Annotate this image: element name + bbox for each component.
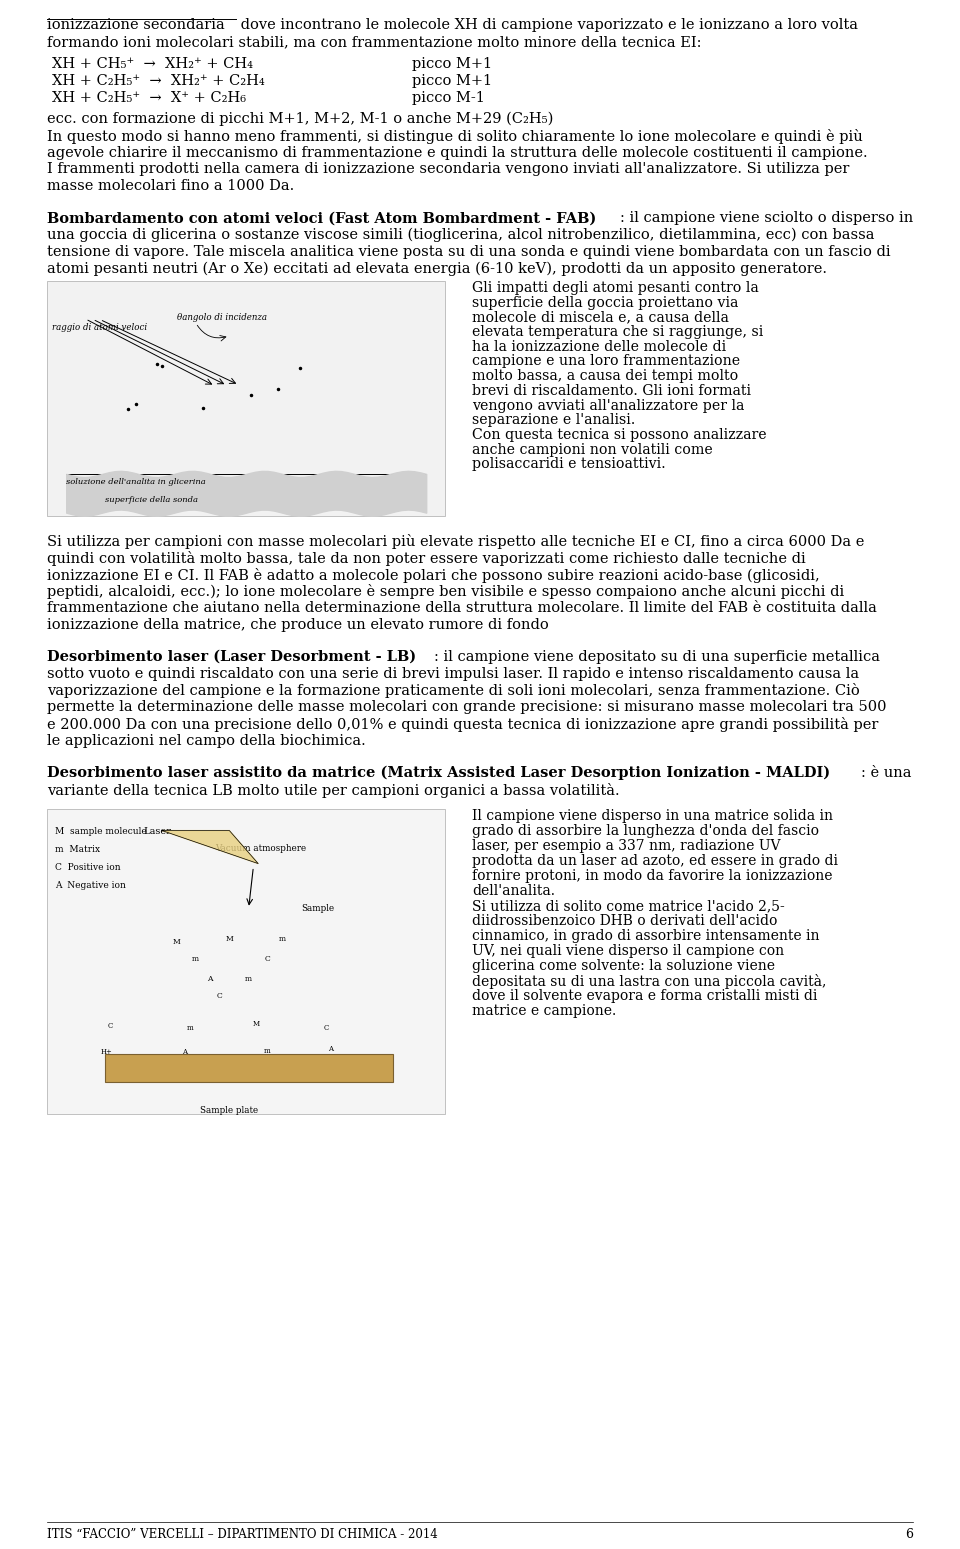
Text: Bombardamento con atomi veloci (Fast Atom Bombardment - FAB): Bombardamento con atomi veloci (Fast Ato…	[47, 211, 596, 225]
Text: Si utilizza di solito come matrice l'acido 2,5-: Si utilizza di solito come matrice l'aci…	[472, 898, 785, 912]
Text: atomi pesanti neutri (Ar o Xe) eccitati ad elevata energia (6-10 keV), prodotti : atomi pesanti neutri (Ar o Xe) eccitati …	[47, 262, 827, 276]
Text: diidrossibenzoico DHB o derivati dell'acido: diidrossibenzoico DHB o derivati dell'ac…	[472, 914, 778, 928]
Text: superficie della goccia proiettano via: superficie della goccia proiettano via	[472, 296, 738, 310]
Text: dove incontrano le molecole XH di campione vaporizzato e le ionizzano a loro vol: dove incontrano le molecole XH di campio…	[236, 19, 858, 33]
Text: brevi di riscaldamento. Gli ioni formati: brevi di riscaldamento. Gli ioni formati	[472, 384, 752, 398]
Text: permette la determinazione delle masse molecolari con grande precisione: si misu: permette la determinazione delle masse m…	[47, 700, 886, 714]
Text: C  Positive ion: C Positive ion	[55, 863, 120, 872]
Text: M: M	[226, 934, 233, 943]
Text: H+: H+	[100, 1049, 112, 1056]
Text: Si utilizza per campioni con masse molecolari più elevate rispetto alle tecniche: Si utilizza per campioni con masse molec…	[47, 534, 864, 548]
Text: picco M-1: picco M-1	[412, 91, 485, 105]
Text: Laser: Laser	[143, 827, 171, 835]
Text: polisaccaridi e tensioattivi.: polisaccaridi e tensioattivi.	[472, 457, 666, 471]
Text: A: A	[182, 1049, 187, 1056]
Text: grado di assorbire la lunghezza d'onda del fascio: grado di assorbire la lunghezza d'onda d…	[472, 824, 819, 838]
Text: agevole chiarire il meccanismo di frammentazione e quindi la struttura delle mol: agevole chiarire il meccanismo di framme…	[47, 146, 868, 160]
Text: formando ioni molecolari stabili, ma con frammentazione molto minore della tecni: formando ioni molecolari stabili, ma con…	[47, 34, 702, 50]
Text: e 200.000 Da con una precisione dello 0,01% e quindi questa tecnica di ionizzazi: e 200.000 Da con una precisione dello 0,…	[47, 717, 878, 733]
Text: Desorbimento laser (Laser Desorbment - LB): Desorbimento laser (Laser Desorbment - L…	[47, 651, 416, 665]
Text: XH + CH₅⁺  →  XH₂⁺ + CH₄: XH + CH₅⁺ → XH₂⁺ + CH₄	[52, 57, 252, 71]
Text: fornire protoni, in modo da favorire la ionizzazione: fornire protoni, in modo da favorire la …	[472, 869, 832, 883]
Text: m: m	[192, 954, 200, 962]
Text: C: C	[217, 991, 223, 999]
Text: ha la ionizzazione delle molecole di: ha la ionizzazione delle molecole di	[472, 339, 727, 353]
Text: depositata su di una lastra con una piccola cavità,: depositata su di una lastra con una picc…	[472, 974, 827, 988]
Text: picco M+1: picco M+1	[412, 74, 492, 88]
Text: A: A	[207, 974, 213, 982]
Text: separazione e l'analisi.: separazione e l'analisi.	[472, 414, 636, 428]
Text: A  Negative ion: A Negative ion	[55, 880, 126, 889]
Text: tensione di vapore. Tale miscela analitica viene posta su di una sonda e quindi : tensione di vapore. Tale miscela analiti…	[47, 245, 891, 259]
Text: ITIS “FACCIO” VERCELLI – DIPARTIMENTO DI CHIMICA - 2014: ITIS “FACCIO” VERCELLI – DIPARTIMENTO DI…	[47, 1527, 438, 1541]
Text: quindi con volatilità molto bassa, tale da non poter essere vaporizzati come ric: quindi con volatilità molto bassa, tale …	[47, 551, 805, 565]
Text: picco M+1: picco M+1	[412, 57, 492, 71]
Text: Il campione viene disperso in una matrice solida in: Il campione viene disperso in una matric…	[472, 809, 833, 823]
Text: ionizzazione della matrice, che produce un elevato rumore di fondo: ionizzazione della matrice, che produce …	[47, 618, 549, 632]
Text: A: A	[327, 1046, 333, 1053]
Text: θangolo di incidenza: θangolo di incidenza	[177, 313, 267, 322]
Text: In questo modo si hanno meno frammenti, si distingue di solito chiaramente lo io: In questo modo si hanno meno frammenti, …	[47, 129, 863, 144]
Text: ionizzazione secondaria: ionizzazione secondaria	[47, 19, 225, 33]
Text: una goccia di glicerina o sostanze viscose simili (tioglicerina, alcol nitrobenz: una goccia di glicerina o sostanze visco…	[47, 228, 875, 242]
Text: C: C	[108, 1022, 112, 1030]
Text: cinnamico, in grado di assorbire intensamente in: cinnamico, in grado di assorbire intensa…	[472, 929, 820, 943]
Text: m: m	[245, 974, 252, 982]
Text: frammentazione che aiutano nella determinazione della struttura molecolare. Il l: frammentazione che aiutano nella determi…	[47, 601, 876, 615]
Text: m: m	[264, 1047, 271, 1055]
Text: elevata temperatura che si raggiunge, si: elevata temperatura che si raggiunge, si	[472, 325, 763, 339]
Text: campione e una loro frammentazione: campione e una loro frammentazione	[472, 355, 740, 369]
Text: Sample: Sample	[301, 903, 334, 912]
Text: dell'analita.: dell'analita.	[472, 884, 555, 898]
Text: XH + C₂H₅⁺  →  X⁺ + C₂H₆: XH + C₂H₅⁺ → X⁺ + C₂H₆	[52, 91, 246, 105]
Text: : il campione viene depositato su di una superficie metallica: : il campione viene depositato su di una…	[434, 651, 880, 665]
Text: : il campione viene sciolto o disperso in: : il campione viene sciolto o disperso i…	[620, 211, 913, 225]
Text: molecole di miscela e, a causa della: molecole di miscela e, a causa della	[472, 310, 730, 324]
Text: m  Matrix: m Matrix	[55, 844, 100, 853]
Text: anche campioni non volatili come: anche campioni non volatili come	[472, 443, 713, 457]
Text: m: m	[278, 934, 286, 943]
Bar	[105, 1053, 393, 1081]
Text: dove il solvente evapora e forma cristalli misti di: dove il solvente evapora e forma cristal…	[472, 988, 818, 1004]
Text: laser, per esempio a 337 nm, radiazione UV: laser, per esempio a 337 nm, radiazione …	[472, 838, 780, 852]
Text: m: m	[186, 1024, 193, 1032]
Text: ecc. con formazione di picchi M+1, M+2, M-1 o anche M+29 (C₂H₅): ecc. con formazione di picchi M+1, M+2, …	[47, 112, 553, 127]
Text: sotto vuoto e quindi riscaldato con una serie di brevi impulsi laser. Il rapido : sotto vuoto e quindi riscaldato con una …	[47, 666, 859, 680]
Text: Con questa tecnica si possono analizzare: Con questa tecnica si possono analizzare	[472, 428, 767, 441]
Text: matrice e campione.: matrice e campione.	[472, 1004, 616, 1018]
Text: C: C	[265, 954, 271, 962]
Text: peptidi, alcaloidi, ecc.); lo ione molecolare è sempre ben visibile e spesso com: peptidi, alcaloidi, ecc.); lo ione molec…	[47, 584, 844, 599]
Text: prodotta da un laser ad azoto, ed essere in grado di: prodotta da un laser ad azoto, ed essere…	[472, 853, 838, 867]
Text: ionizzazione EI e CI. Il FAB è adatto a molecole polari che possono subire reazi: ionizzazione EI e CI. Il FAB è adatto a …	[47, 567, 820, 582]
Bar	[47, 280, 445, 516]
Text: molto bassa, a causa dei tempi molto: molto bassa, a causa dei tempi molto	[472, 369, 738, 383]
Text: : è una: : è una	[861, 765, 912, 779]
Text: raggio di atomi veloci: raggio di atomi veloci	[52, 322, 147, 331]
Text: superficie della sonda: superficie della sonda	[105, 496, 198, 503]
Text: soluzione dell'analita in glicerina: soluzione dell'analita in glicerina	[66, 479, 206, 486]
Text: Vacuum atmosphere: Vacuum atmosphere	[215, 844, 306, 852]
Text: M: M	[252, 1019, 259, 1029]
Text: Desorbimento laser assistito da matrice (Matrix Assisted Laser Desorption Ioniza: Desorbimento laser assistito da matrice …	[47, 765, 830, 781]
Text: I frammenti prodotti nella camera di ionizzazione secondaria vengono inviati all: I frammenti prodotti nella camera di ion…	[47, 163, 850, 177]
Text: M: M	[173, 937, 180, 945]
Text: vengono avviati all'analizzatore per la: vengono avviati all'analizzatore per la	[472, 398, 745, 412]
Text: XH + C₂H₅⁺  →  XH₂⁺ + C₂H₄: XH + C₂H₅⁺ → XH₂⁺ + C₂H₄	[52, 74, 265, 88]
Text: C: C	[324, 1024, 328, 1032]
Text: glicerina come solvente: la soluzione viene: glicerina come solvente: la soluzione vi…	[472, 959, 776, 973]
Bar	[47, 809, 445, 1114]
Text: masse molecolari fino a 1000 Da.: masse molecolari fino a 1000 Da.	[47, 180, 295, 194]
Text: variante della tecnica LB molto utile per campioni organici a bassa volatilità.: variante della tecnica LB molto utile pe…	[47, 782, 619, 798]
Polygon shape	[162, 830, 258, 864]
Text: vaporizzazione del campione e la formazione praticamente di soli ioni molecolari: vaporizzazione del campione e la formazi…	[47, 683, 860, 699]
Text: M  sample molecule: M sample molecule	[55, 827, 147, 835]
Text: 6: 6	[905, 1527, 913, 1541]
Text: le applicazioni nel campo della biochimica.: le applicazioni nel campo della biochimi…	[47, 734, 366, 748]
Text: Sample plate: Sample plate	[201, 1106, 258, 1115]
Text: Gli impatti degli atomi pesanti contro la: Gli impatti degli atomi pesanti contro l…	[472, 280, 759, 294]
Text: UV, nei quali viene disperso il campione con: UV, nei quali viene disperso il campione…	[472, 943, 784, 957]
